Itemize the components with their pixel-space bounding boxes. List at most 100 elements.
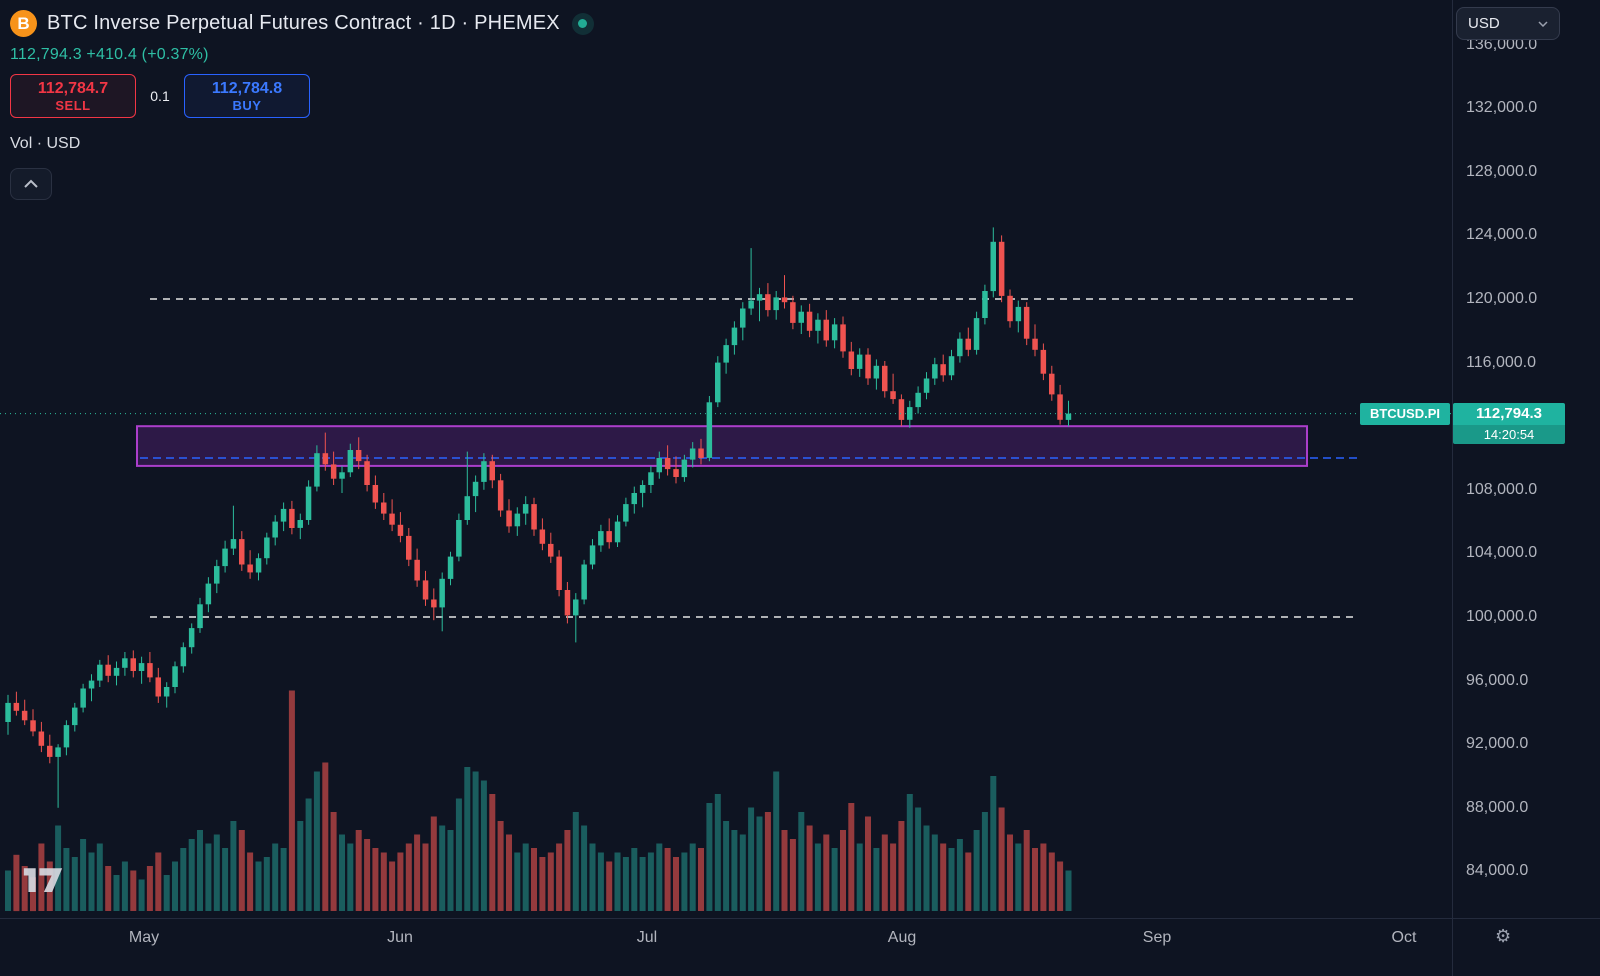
volume-bar [856, 843, 863, 911]
volume-bar [497, 821, 504, 911]
volume-bar [506, 834, 512, 911]
candle-body [1032, 338, 1038, 350]
volume-bar [931, 834, 938, 911]
volume-bar [489, 794, 496, 911]
time-tick-label: Jul [636, 929, 658, 946]
candle-body [1023, 306, 1030, 339]
volume-bar [146, 866, 153, 911]
time-axis[interactable]: May Jun Jul Aug Sep Oct ⚙ [0, 918, 1600, 976]
candle-body [1057, 394, 1063, 420]
chevron-down-icon [1538, 20, 1548, 27]
volume-bar [96, 843, 103, 911]
volume-bar [731, 830, 738, 911]
volume-bar [681, 852, 688, 911]
volume-bar [255, 861, 262, 911]
candle-body [163, 687, 170, 697]
candle-body [548, 543, 554, 557]
volume-bar [798, 812, 805, 911]
volume-bar [756, 816, 763, 911]
candle-body [873, 365, 880, 379]
candle-body [973, 318, 980, 350]
candle-body [656, 458, 662, 473]
buy-button[interactable]: 112,784.8 BUY [184, 74, 310, 118]
candle-body [1007, 295, 1013, 322]
volume-bar [823, 834, 830, 911]
chart-canvas[interactable] [0, 0, 1452, 918]
candle-body [214, 566, 220, 584]
candle-body [305, 486, 312, 520]
candle-body [948, 356, 955, 376]
volume-bar [514, 852, 521, 911]
volume-bar [480, 780, 487, 911]
candle-body [397, 524, 404, 536]
sell-button[interactable]: 112,784.7 SELL [10, 74, 136, 118]
collapse-panel-button[interactable] [10, 168, 52, 200]
candle-body [381, 502, 387, 514]
candle-body [230, 539, 237, 549]
volume-bar [597, 852, 604, 911]
candle-body [272, 521, 278, 538]
candle-body [372, 485, 379, 503]
currency-dropdown[interactable]: USD [1456, 7, 1560, 40]
volume-bar [789, 839, 796, 911]
candle-body [907, 407, 913, 420]
candle-body [322, 453, 329, 465]
price-axis[interactable]: 136,000.0 132,000.0 128,000.0 124,000.0 120,… [1452, 0, 1600, 918]
candle-body [856, 354, 863, 369]
volume-bar [347, 843, 354, 911]
volume-bar [906, 794, 913, 911]
volume-bar [1015, 843, 1022, 911]
volume-bar [71, 857, 78, 911]
volume-bar [622, 857, 629, 911]
volume-bar [572, 812, 579, 911]
volume-study-label[interactable]: Vol · USD [10, 135, 81, 152]
candle-body [631, 493, 637, 505]
candle-body [55, 747, 61, 757]
candle-body [589, 545, 596, 565]
candle-body [1015, 306, 1022, 322]
candle-body [689, 448, 696, 460]
volume-bar [706, 803, 713, 911]
bitcoin-icon: B [10, 10, 37, 37]
volume-bar [1023, 830, 1030, 911]
candle-body [105, 664, 111, 676]
candle-body [982, 291, 988, 318]
volume-bar [364, 839, 371, 911]
price-tick-label: 108,000.0 [1466, 480, 1538, 498]
symbol-title[interactable]: BTC Inverse Perpetual Futures Contract ·… [47, 12, 560, 34]
volume-bar [522, 843, 529, 911]
current-price-label: 112,794.3 14:20:54 [1453, 402, 1565, 444]
candle-body [297, 520, 303, 528]
candle-body [97, 664, 103, 681]
market-status-icon[interactable] [571, 12, 594, 35]
candle-body [481, 461, 487, 482]
candle-body [715, 362, 721, 403]
volume-bar [80, 839, 87, 911]
volume-bar [297, 821, 304, 911]
volume-bar [355, 830, 362, 911]
candle-body [765, 294, 771, 311]
candle-body [706, 402, 713, 458]
candle-body [698, 448, 704, 458]
candle-body [72, 707, 78, 726]
volume-bar [965, 852, 972, 911]
chart-plot-area[interactable]: B BTC Inverse Perpetual Futures Contract… [0, 0, 1452, 918]
candle-body [664, 458, 671, 470]
highlight-zone[interactable] [136, 425, 1308, 467]
axis-corner: ⚙ [1452, 919, 1600, 976]
candle-body [648, 472, 654, 485]
volume-bar [589, 843, 596, 911]
candle-body [815, 319, 821, 331]
volume-bar [748, 807, 755, 911]
candle-body [639, 485, 646, 493]
symbol-title-row: B BTC Inverse Perpetual Futures Contract… [10, 10, 594, 37]
gear-icon[interactable]: ⚙ [1495, 926, 1512, 947]
candle-body [556, 556, 562, 590]
volume-bar [247, 852, 254, 911]
tradingview-logo[interactable] [22, 865, 64, 902]
candle-body [155, 677, 161, 697]
buy-label: BUY [232, 97, 262, 113]
price-tick-label: 116,000.0 [1466, 353, 1536, 371]
volume-bar [339, 834, 345, 911]
candle-body [222, 548, 228, 567]
